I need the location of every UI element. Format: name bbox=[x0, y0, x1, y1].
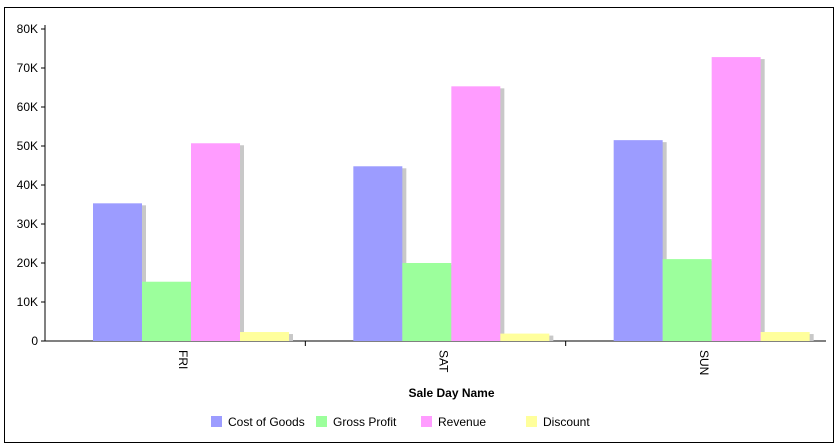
legend-swatch bbox=[526, 416, 537, 427]
legend-swatch bbox=[421, 416, 432, 427]
bar bbox=[191, 143, 240, 341]
x-tick-label: SAT bbox=[437, 350, 451, 373]
y-tick-label: 80K bbox=[17, 22, 38, 36]
bar bbox=[500, 333, 550, 341]
y-tick-label: 10K bbox=[17, 295, 38, 309]
y-tick-label: 70K bbox=[17, 61, 38, 75]
bar bbox=[451, 86, 501, 341]
bar bbox=[613, 140, 663, 341]
x-axis-title: Sale Day Name bbox=[408, 386, 494, 400]
bar bbox=[402, 263, 452, 341]
y-tick-label: 50K bbox=[17, 139, 38, 153]
legend-swatch bbox=[316, 416, 327, 427]
bar bbox=[353, 166, 403, 341]
y-tick-label: 30K bbox=[17, 217, 38, 231]
legend-swatch bbox=[211, 416, 222, 427]
bar bbox=[760, 332, 810, 341]
bar bbox=[711, 57, 761, 342]
y-tick-label: 20K bbox=[17, 256, 38, 270]
legend-label: Gross Profit bbox=[333, 415, 397, 429]
legend-label: Cost of Goods bbox=[228, 415, 305, 429]
y-tick-label: 40K bbox=[17, 178, 38, 192]
bar bbox=[93, 203, 142, 341]
bar bbox=[240, 332, 289, 341]
legend-label: Discount bbox=[543, 415, 590, 429]
bar bbox=[142, 281, 191, 341]
y-tick-label: 0 bbox=[31, 334, 38, 348]
legend-label: Revenue bbox=[438, 415, 486, 429]
bar bbox=[662, 259, 712, 341]
x-tick-label: FRI bbox=[176, 350, 190, 369]
x-tick-label: SUN bbox=[697, 350, 711, 375]
y-tick-label: 60K bbox=[17, 100, 38, 114]
